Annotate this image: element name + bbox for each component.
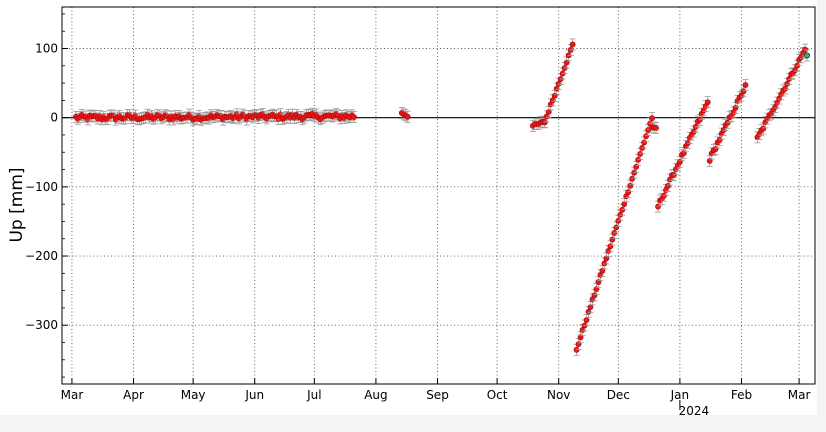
- data-point: [653, 121, 660, 134]
- data-point-marker: [404, 113, 411, 120]
- data-point-marker: [601, 260, 608, 267]
- data-point-marker: [782, 85, 789, 92]
- data-point: [603, 252, 610, 265]
- data-point-marker: [643, 133, 650, 140]
- data-point: [664, 179, 671, 192]
- data-point: [615, 214, 622, 227]
- data-point: [742, 79, 749, 91]
- data-point: [587, 301, 594, 314]
- data-point-marker: [563, 59, 570, 66]
- data-point-marker: [621, 201, 628, 207]
- data-point-marker: [587, 304, 594, 311]
- data-point-marker: [784, 80, 791, 87]
- data-point-marker: [804, 52, 810, 59]
- data-point-marker: [599, 267, 606, 274]
- y-axis-label: Up [mm]: [7, 167, 27, 242]
- x-tick-label: Jan: [670, 388, 690, 402]
- plot-frame: [61, 6, 816, 385]
- year-label: 2024: [679, 404, 710, 418]
- data-point-marker: [569, 41, 576, 48]
- data-point-marker: [742, 82, 749, 88]
- data-point-marker: [577, 334, 584, 341]
- data-point-marker: [740, 88, 747, 95]
- data-point-marker: [617, 211, 624, 218]
- data-point-marker: [545, 108, 552, 115]
- data-point: [569, 38, 576, 51]
- x-tick-label: May: [181, 388, 206, 402]
- x-tick-label: Dec: [607, 388, 630, 402]
- x-tick-label: Aug: [364, 388, 387, 402]
- data-point-marker: [760, 125, 767, 132]
- data-point-marker: [351, 114, 357, 120]
- data-point-marker: [704, 99, 711, 106]
- ticks: Mar Apr May Jun Jul Aug Sep Oct Nov Dec Jan Feb Mar 1…: [25, 13, 811, 410]
- data-point: [649, 112, 656, 125]
- x-tick-label: Nov: [547, 388, 570, 402]
- y-tick-label: −200: [25, 249, 58, 263]
- data-point-marker: [583, 317, 590, 323]
- data-points: [72, 38, 811, 356]
- grid: [62, 7, 815, 384]
- y-tick-label: −100: [25, 180, 58, 194]
- data-point: [716, 133, 723, 146]
- data-point-marker: [553, 85, 560, 92]
- data-point-marker: [716, 136, 723, 143]
- data-point-marker: [649, 115, 655, 122]
- x-tick-label: Jun: [244, 388, 264, 402]
- data-point-marker: [653, 124, 659, 131]
- y-tick-label: −300: [25, 318, 58, 332]
- data-point: [625, 186, 632, 199]
- y-tick-label: 100: [35, 42, 58, 56]
- data-point-marker: [637, 151, 644, 157]
- data-point-marker: [690, 128, 697, 135]
- data-point-marker: [706, 158, 713, 164]
- data-point: [575, 338, 582, 351]
- data-point-marker: [591, 292, 598, 299]
- data-point-marker: [629, 175, 636, 182]
- data-point: [704, 96, 711, 109]
- data-point: [680, 147, 687, 160]
- y-tick-label: 0: [50, 111, 58, 125]
- data-point-marker: [641, 139, 648, 146]
- x-tick-label: Mar: [61, 388, 84, 402]
- x-tick-label: Feb: [731, 388, 752, 402]
- x-tick-label: Oct: [487, 388, 508, 402]
- x-tick-label: Sep: [426, 388, 449, 402]
- data-point: [404, 110, 411, 123]
- data-point-marker: [625, 189, 632, 196]
- data-point: [599, 264, 606, 277]
- latest-data-point: [804, 49, 811, 62]
- data-point-marker: [655, 203, 661, 210]
- x-tick-label: Jul: [306, 388, 321, 402]
- x-tick-label: Apr: [123, 388, 144, 402]
- data-point-marker: [665, 182, 671, 189]
- data-point: [609, 233, 616, 246]
- data-point-marker: [603, 255, 610, 262]
- data-point: [545, 105, 552, 118]
- data-point: [249, 111, 256, 124]
- x-tick-label: Mar: [788, 388, 811, 402]
- data-point: [351, 111, 358, 124]
- data-point-marker: [696, 116, 703, 123]
- data-point-marker: [615, 217, 622, 224]
- plot-area: [0, 0, 817, 415]
